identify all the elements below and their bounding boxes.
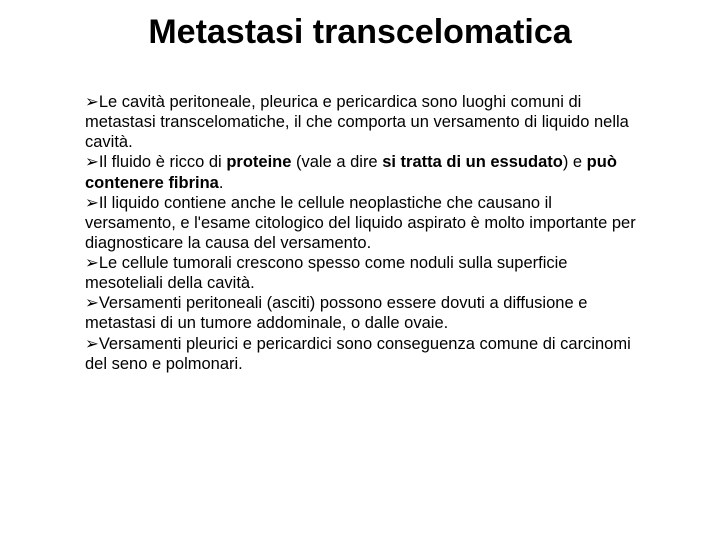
bullet-4: ➢Le cellule tumorali crescono spesso com… [85, 253, 640, 293]
bullet-2-text-c: ) e [563, 153, 587, 171]
bullet-2: ➢Il fluido è ricco di proteine (vale a d… [85, 152, 640, 192]
slide-body: ➢Le cavità peritoneale, pleurica e peric… [85, 92, 640, 374]
slide: Metastasi transcelomatica ➢Le cavità per… [0, 0, 720, 540]
bullet-2-text-b: (vale a dire [291, 153, 382, 171]
bullet-2-text-d: . [219, 174, 224, 192]
bullet-6: ➢Versamenti pleurici e pericardici sono … [85, 334, 640, 374]
bullet-3: ➢Il liquido contiene anche le cellule ne… [85, 193, 640, 253]
bullet-1: ➢Le cavità peritoneale, pleurica e peric… [85, 92, 640, 152]
bullet-2-bold-1: proteine [226, 153, 291, 171]
slide-title: Metastasi transcelomatica [0, 14, 720, 51]
bullet-2-text-a: ➢Il fluido è ricco di [85, 153, 226, 171]
bullet-5: ➢Versamenti peritoneali (asciti) possono… [85, 293, 640, 333]
bullet-2-bold-2: si tratta di un essudato [382, 153, 563, 171]
